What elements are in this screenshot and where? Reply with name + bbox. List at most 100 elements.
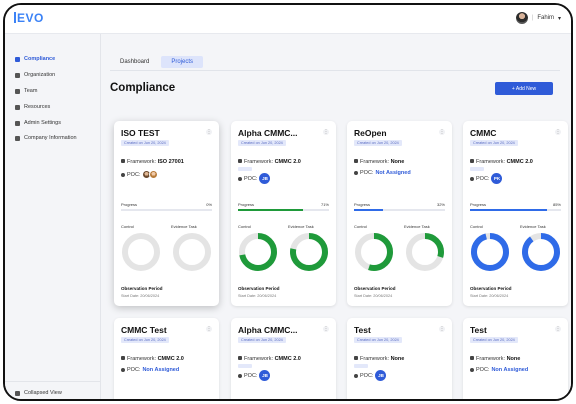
user-icon (238, 373, 242, 378)
app-logo[interactable]: EVO (14, 11, 44, 25)
created-date: Created on Jun 20, 2024 (470, 337, 518, 343)
user-icon (121, 172, 125, 177)
sidebar-item-label: Team (24, 88, 38, 94)
sidebar-item-company-information[interactable]: Company Information (15, 135, 77, 141)
created-date: Created on Jun 20, 2024 (470, 140, 518, 146)
card-title: ReOpen (354, 128, 387, 138)
progress-label: Progress (238, 398, 255, 401)
more-options-icon[interactable]: ⋮ (439, 326, 445, 332)
progress-value: 5% (206, 398, 212, 401)
sidebar-item-label: Admin Settings (24, 120, 61, 126)
more-options-icon[interactable]: ⋮ (555, 129, 561, 135)
evidence-donut-chart (406, 233, 444, 271)
more-options-icon[interactable]: ⋮ (206, 129, 212, 135)
sidebar-item-label: Resources (24, 104, 51, 110)
poc-info: POC: Not Assigned (354, 170, 411, 176)
framework-value: CMMC 2.0 (157, 356, 184, 362)
project-card[interactable]: CMMC Test ⋮ Created on Jun 20, 2024 Framewo… (114, 318, 219, 401)
observation-period-label: Observation Period (121, 286, 163, 291)
more-options-icon[interactable]: ⋮ (439, 129, 445, 135)
tag-icon (238, 159, 242, 163)
top-bar: EVO | Fahim ▾ (5, 5, 571, 34)
tab-projects[interactable]: Projects (161, 56, 204, 68)
sidebar-item-compliance[interactable]: Compliance (15, 56, 55, 62)
user-icon (121, 368, 125, 372)
sidebar: Compliance Organization Team Resources Admin… (5, 34, 101, 399)
framework-value: CMMC 2.0 (506, 159, 533, 165)
tag-icon (354, 159, 358, 163)
app-window: EVO | Fahim ▾ Compliance Organization Team… (3, 3, 573, 401)
user-icon (470, 368, 474, 372)
observation-period-label: Observation Period (238, 286, 280, 291)
progress-label: Progress (470, 202, 487, 207)
observation-period-label: Observation Period (470, 286, 512, 291)
start-date: Start Date: 20/06/2024 (238, 294, 277, 298)
control-donut-chart (355, 233, 393, 271)
avatar (515, 12, 528, 24)
card-title: ISO TEST (121, 128, 160, 138)
evidence-label: Evidence Task (171, 224, 197, 229)
framework-value: ISO 27001 (157, 159, 184, 165)
project-card[interactable]: Alpha CMMC... ⋮ Created on Jun 20, 2024 Fra… (231, 318, 336, 401)
poc-info: POC: (121, 170, 159, 179)
card-title: Test (354, 325, 371, 335)
framework-info: Framework: CMMC 2.0 (238, 159, 301, 165)
evidence-donut-chart (173, 233, 211, 271)
project-card[interactable]: ISO TEST ⋮ Created on Jun 20, 2024 Framewor… (114, 121, 219, 306)
sidebar-item-organization[interactable]: Organization (15, 72, 55, 78)
framework-info: Framework: CMMC 2.0 (121, 356, 184, 362)
framework-info: Framework: None (354, 159, 404, 165)
poc-info: POC: JB (238, 370, 271, 381)
poc-value: Non Assigned (142, 367, 180, 373)
project-card[interactable]: CMMC ⋮ Created on Jun 20, 2024 Framework: C… (463, 121, 568, 306)
tab-bar: Dashboard Projects (110, 56, 204, 68)
more-options-icon[interactable]: ⋮ (206, 326, 212, 332)
control-label: Control (238, 224, 251, 229)
project-card[interactable]: ReOpen ⋮ Created on Jun 20, 2024 Framework:… (347, 121, 452, 306)
more-options-icon[interactable]: ⋮ (555, 326, 561, 332)
sidebar-item-team[interactable]: Team (15, 88, 37, 94)
poc-initials: JB (259, 370, 271, 381)
collapse-view-button[interactable]: Collapsed View (15, 390, 62, 396)
progress-value: 71% (320, 398, 329, 401)
progress-label: Progress (121, 398, 138, 401)
user-icon (354, 373, 358, 378)
project-card[interactable]: Test ⋮ Created on Jun 20, 2024 Framework: N… (463, 318, 568, 399)
poc-info: POC: Non Assigned (121, 367, 179, 373)
control-donut-chart (122, 233, 160, 271)
poc-initials: PK (491, 173, 503, 184)
start-date: Start Date: 20/06/2024 (470, 294, 509, 298)
poc-info: POC: JB (354, 370, 387, 381)
card-title: Alpha CMMC... (238, 325, 298, 335)
more-options-icon[interactable]: ⋮ (323, 326, 329, 332)
framework-value: None (390, 356, 405, 362)
start-date: Start Date: 20/06/2024 (354, 294, 393, 298)
created-date: Created on Jun 20, 2024 (121, 337, 169, 343)
tab-dashboard[interactable]: Dashboard (120, 59, 150, 65)
control-donut-chart (239, 233, 277, 271)
building-icon (15, 72, 20, 78)
poc-info: POC: Non Assigned (470, 367, 528, 373)
user-menu[interactable]: | Fahim ▾ (515, 12, 561, 24)
sidebar-item-resources[interactable]: Resources (15, 104, 50, 110)
sidebar-item-label: Compliance (24, 56, 56, 62)
created-date: Created on Jun 20, 2024 (238, 140, 286, 146)
observation-period-label: Observation Period (354, 286, 396, 291)
progress-value: 19% (436, 398, 445, 401)
add-new-button[interactable]: + Add New (495, 82, 553, 95)
chevron-down-icon: ▾ (557, 15, 561, 22)
framework-value: CMMC 2.0 (274, 159, 301, 165)
document-icon (15, 56, 20, 62)
framework-info: Framework: None (470, 356, 520, 362)
progress-bar (121, 209, 212, 211)
progress-bar (354, 209, 445, 211)
more-options-icon[interactable]: ⋮ (323, 129, 329, 135)
sidebar-item-label: Company Information (24, 135, 77, 141)
project-card[interactable]: Alpha CMMC... ⋮ Created on Jun 20, 2024 Fra… (231, 121, 336, 306)
team-icon (15, 88, 20, 94)
project-card[interactable]: Test ⋮ Created on Jun 20, 2024 Framework: N… (347, 318, 452, 401)
progress-label: Progress (238, 202, 255, 207)
sidebar-item-admin-settings[interactable]: Admin Settings (15, 120, 61, 126)
card-title: Alpha CMMC... (238, 128, 298, 138)
tag-icon (238, 356, 242, 360)
